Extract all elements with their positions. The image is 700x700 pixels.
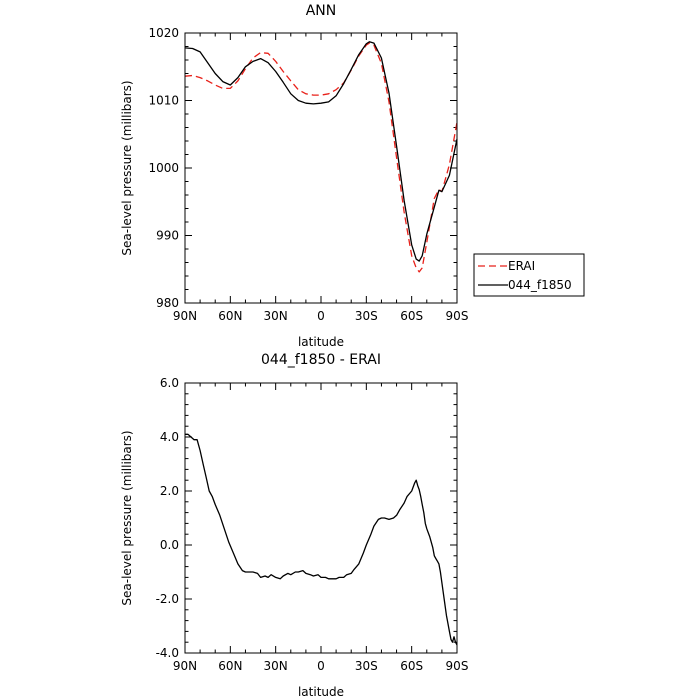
y-tick-label: -2.0 [156, 592, 179, 606]
series-lines [185, 433, 458, 646]
x-tick-label: 60N [218, 659, 242, 673]
series-line-erai [184, 42, 458, 273]
y-tick-label: 980 [156, 296, 179, 310]
x-tick-label: 60S [400, 309, 423, 323]
plot-frame [184, 32, 458, 304]
x-tick-label: 30N [264, 309, 288, 323]
series-line-044-f1850 [184, 41, 458, 262]
x-tick-label: 0 [317, 659, 325, 673]
series-lines [184, 41, 458, 273]
x-tick-label: 90N [173, 659, 197, 673]
y-tick-label: -4.0 [156, 646, 179, 660]
plot-frame [184, 382, 458, 654]
legend: ERAI 044_f1850 [473, 253, 585, 297]
mean-slp-panel: ANN latitude Sea-level pressure (milliba… [120, 3, 585, 349]
series-line-difference [185, 433, 458, 646]
x-tick-label: 30S [355, 659, 378, 673]
axis-ticks [184, 382, 458, 654]
tick-labels: 90N 60N 30N 0 30S 60S 90S 980 990 1000 1010 1020 [148, 26, 468, 323]
y-axis-title: Sea-level pressure (millibars) [120, 430, 134, 605]
x-axis-title: latitude [298, 685, 344, 699]
y-tick-label: 0.0 [160, 538, 179, 552]
tick-labels: 90N 60N 30N 0 30S 60S 90S -4.0 -2.0 0.0 2.0 4.0 6.0 [156, 376, 469, 673]
legend-box [473, 253, 585, 297]
x-tick-label: 60N [218, 309, 242, 323]
y-tick-label: 990 [156, 229, 179, 243]
x-axis-title: latitude [298, 335, 344, 349]
y-tick-label: 4.0 [160, 430, 179, 444]
chart-title: 044_f1850 - ERAI [261, 352, 381, 368]
chart-title: ANN [306, 3, 337, 19]
legend-label-erai: ERAI [508, 259, 535, 273]
y-tick-label: 1010 [148, 94, 179, 108]
x-tick-label: 30N [264, 659, 288, 673]
x-tick-label: 90S [446, 309, 469, 323]
y-tick-label: 2.0 [160, 484, 179, 498]
x-tick-label: 0 [317, 309, 325, 323]
difference-panel: 044_f1850 - ERAI latitude Sea-level pres… [120, 352, 468, 699]
legend-label-044-f1850: 044_f1850 [508, 278, 572, 292]
axis-ticks [184, 32, 458, 304]
y-tick-label: 1020 [148, 26, 179, 40]
x-tick-label: 90N [173, 309, 197, 323]
x-tick-label: 90S [446, 659, 469, 673]
y-tick-label: 6.0 [160, 376, 179, 390]
y-tick-label: 1000 [148, 161, 179, 175]
x-tick-label: 60S [400, 659, 423, 673]
y-axis-title: Sea-level pressure (millibars) [120, 80, 134, 255]
x-tick-label: 30S [355, 309, 378, 323]
